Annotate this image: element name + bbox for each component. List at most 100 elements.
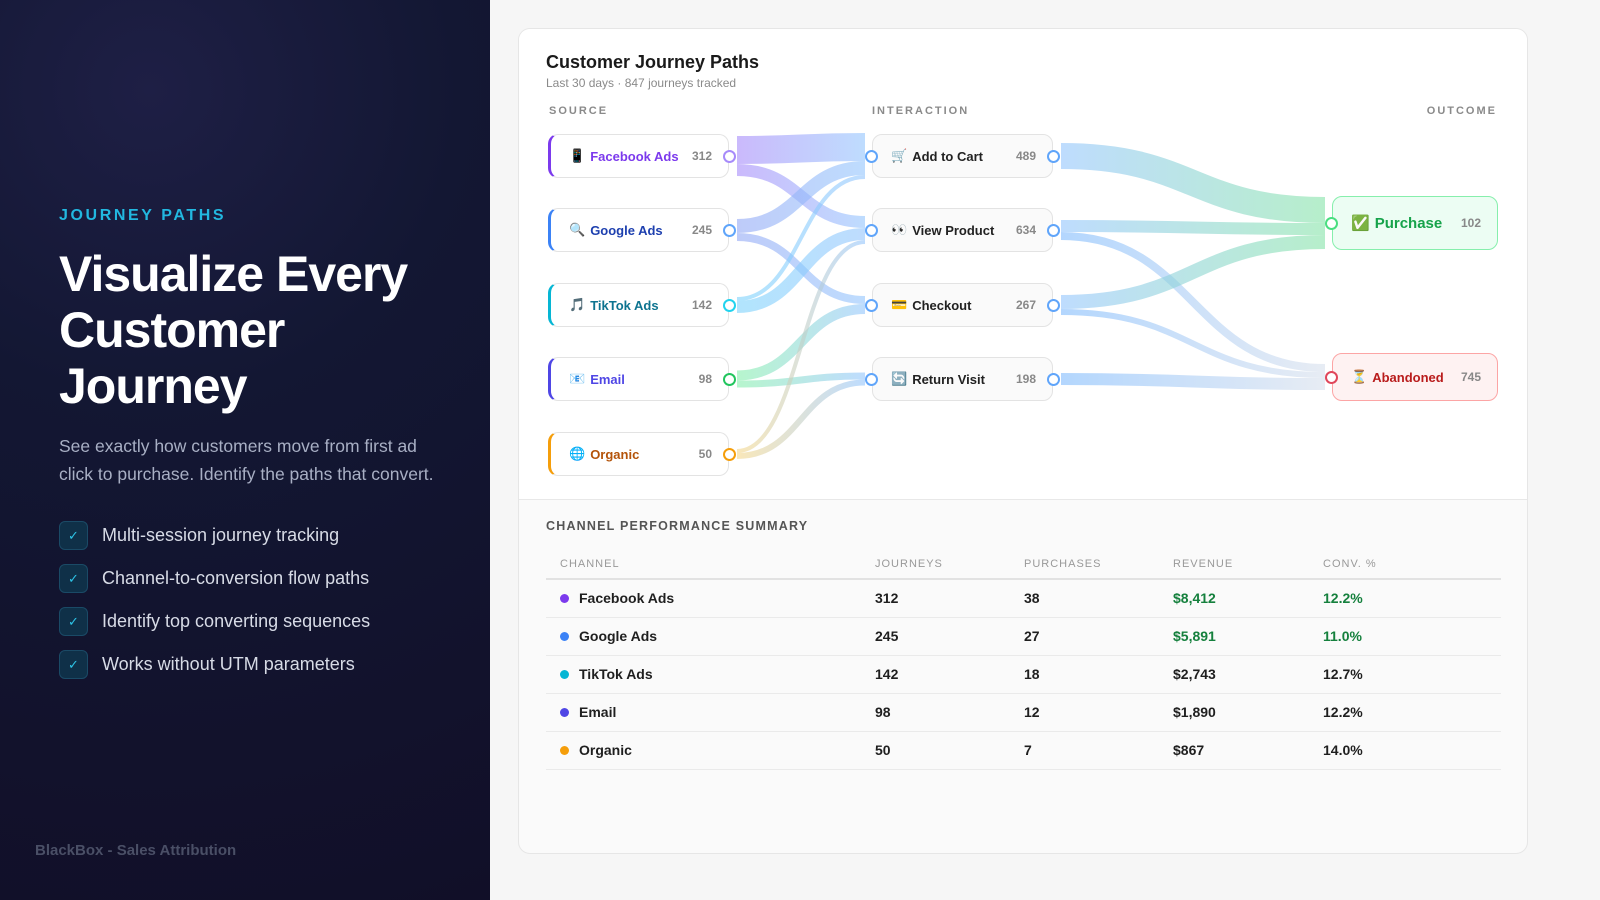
- node-count: 98: [698, 372, 712, 386]
- node-label: Email: [590, 371, 625, 387]
- channel-icon: 🔍: [569, 222, 586, 237]
- node-count: 198: [1015, 372, 1036, 386]
- interaction-icon: 💳: [891, 297, 908, 312]
- source-node[interactable]: 🌐 Organic 50: [548, 432, 736, 476]
- col-header: PURCHASES: [1024, 549, 1173, 580]
- flow-link: [736, 228, 866, 313]
- flow-link: [1060, 373, 1326, 390]
- journeys-cell: 142: [875, 655, 1024, 694]
- channel-name: Google Ads: [579, 628, 658, 644]
- connector-dot: [865, 372, 878, 386]
- node-label: Purchase: [1374, 214, 1443, 232]
- connector-dot: [865, 223, 878, 237]
- purchases-cell: 7: [1024, 731, 1173, 770]
- journeys-cell: 312: [875, 579, 1024, 618]
- source-node[interactable]: 📱 Facebook Ads 312: [548, 134, 736, 178]
- interaction-icon: 🔄: [891, 371, 908, 386]
- purchases-cell: 38: [1024, 579, 1173, 618]
- col-header: CONV. %: [1323, 549, 1501, 580]
- flow-link: [736, 175, 866, 301]
- flow-links: [736, 133, 1326, 459]
- card-title: Customer Journey Paths: [546, 52, 760, 72]
- journey-card: Customer Journey Paths Last 30 days · 84…: [518, 28, 1528, 854]
- revenue-cell: $1,890: [1173, 693, 1323, 732]
- journey-flow-section: Customer Journey Paths Last 30 days · 84…: [519, 29, 1527, 500]
- flow-link: [736, 379, 866, 459]
- channel-icon: 🌐: [569, 446, 586, 461]
- revenue-cell: $5,891: [1173, 617, 1323, 656]
- headline: Visualize Every Customer Journey: [59, 246, 408, 414]
- interaction-node[interactable]: 👀 View Product 634: [865, 208, 1060, 252]
- interaction-node[interactable]: 🔄 Return Visit 198: [865, 357, 1060, 401]
- node-count: 489: [1015, 149, 1036, 163]
- connector-dot: [723, 149, 736, 163]
- feature-label: Multi-session journey tracking: [102, 525, 340, 545]
- table-row[interactable]: Facebook Ads 312 38 $8,412 12.2%: [546, 579, 1501, 618]
- channel-cell: Facebook Ads: [546, 579, 875, 618]
- flow-link: [736, 372, 866, 388]
- source-node[interactable]: 📧 Email 98: [548, 357, 736, 401]
- channel-summary-table: CHANNEL JOURNEYS PURCHASES REVENUE CONV.…: [546, 549, 1501, 770]
- table-row[interactable]: TikTok Ads 142 18 $2,743 12.7%: [546, 655, 1501, 694]
- interaction-icon: 🛒: [891, 148, 908, 163]
- card-subtitle: Last 30 days · 847 journeys tracked: [546, 76, 737, 90]
- node-count: 312: [691, 149, 712, 163]
- feature-item: ✓ Works without UTM parameters: [59, 643, 370, 686]
- check-icon: ✓: [59, 564, 88, 593]
- node-count: 245: [691, 223, 712, 237]
- node-label: Organic: [590, 446, 640, 462]
- channel-color-dot: [560, 669, 569, 679]
- flow-link: [1060, 309, 1326, 378]
- column-header-interaction: INTERACTION: [872, 105, 970, 117]
- channel-icon: 📱: [569, 148, 586, 163]
- table-row[interactable]: Google Ads 245 27 $5,891 11.0%: [546, 617, 1501, 656]
- connector-dot: [865, 298, 878, 312]
- interaction-node[interactable]: 🛒 Add to Cart 489: [865, 134, 1060, 178]
- flow-link: [1060, 232, 1326, 372]
- interaction-node[interactable]: 💳 Checkout 267: [865, 283, 1060, 327]
- connector-dot: [1047, 372, 1060, 386]
- feature-label: Channel-to-conversion flow paths: [102, 568, 370, 588]
- flow-link: [1060, 143, 1326, 223]
- brand-footer: BlackBox - Sales Attribution: [35, 842, 237, 859]
- flow-link: [1060, 235, 1326, 309]
- node-label: View Product: [912, 222, 995, 238]
- feature-item: ✓ Channel-to-conversion flow paths: [59, 557, 370, 600]
- outcome-node-abandoned[interactable]: ⏳ Abandoned 745: [1325, 353, 1498, 401]
- channel-cell: TikTok Ads: [546, 655, 875, 694]
- journeys-cell: 50: [875, 731, 1024, 770]
- node-label: Facebook Ads: [590, 148, 679, 164]
- check-icon: ✓: [59, 650, 88, 679]
- purchases-cell: 27: [1024, 617, 1173, 656]
- node-count: 634: [1015, 223, 1036, 237]
- flow-link: [736, 161, 866, 233]
- column-header-outcome: OUTCOME: [1426, 105, 1497, 117]
- table-row[interactable]: Organic 50 7 $867 14.0%: [546, 731, 1501, 770]
- node-count: 267: [1015, 298, 1036, 312]
- connector-dot: [723, 298, 736, 312]
- summary-title: CHANNEL PERFORMANCE SUMMARY: [546, 519, 809, 533]
- outcome-node-purchase[interactable]: ✅ Purchase 102: [1325, 196, 1498, 250]
- node-label: Checkout: [912, 297, 972, 313]
- journeys-cell: 98: [875, 693, 1024, 732]
- table-row[interactable]: Email 98 12 $1,890 12.2%: [546, 693, 1501, 732]
- channel-name: Facebook Ads: [579, 590, 675, 607]
- channel-cell: Organic: [546, 731, 875, 770]
- col-header: REVENUE: [1173, 549, 1323, 580]
- conversion-cell: 11.0%: [1323, 617, 1501, 656]
- node-label: Return Visit: [912, 371, 985, 387]
- feature-label: Identify top converting sequences: [102, 611, 371, 631]
- channel-icon: 🎵: [569, 297, 586, 312]
- source-node[interactable]: 🎵 TikTok Ads 142: [548, 283, 736, 327]
- outcome-icon: ⏳: [1351, 369, 1368, 384]
- feature-item: ✓ Multi-session journey tracking: [59, 514, 370, 557]
- source-node[interactable]: 🔍 Google Ads 245: [548, 208, 736, 252]
- check-icon: ✓: [59, 521, 88, 550]
- promo-panel: JOURNEY PATHS Visualize Every Customer J…: [0, 0, 490, 900]
- channel-name: Organic: [579, 742, 632, 758]
- channel-color-dot: [560, 745, 569, 755]
- node-label: Google Ads: [590, 222, 663, 238]
- connector-dot: [723, 447, 736, 461]
- col-header: JOURNEYS: [875, 549, 1024, 580]
- connector-dot: [1047, 298, 1060, 312]
